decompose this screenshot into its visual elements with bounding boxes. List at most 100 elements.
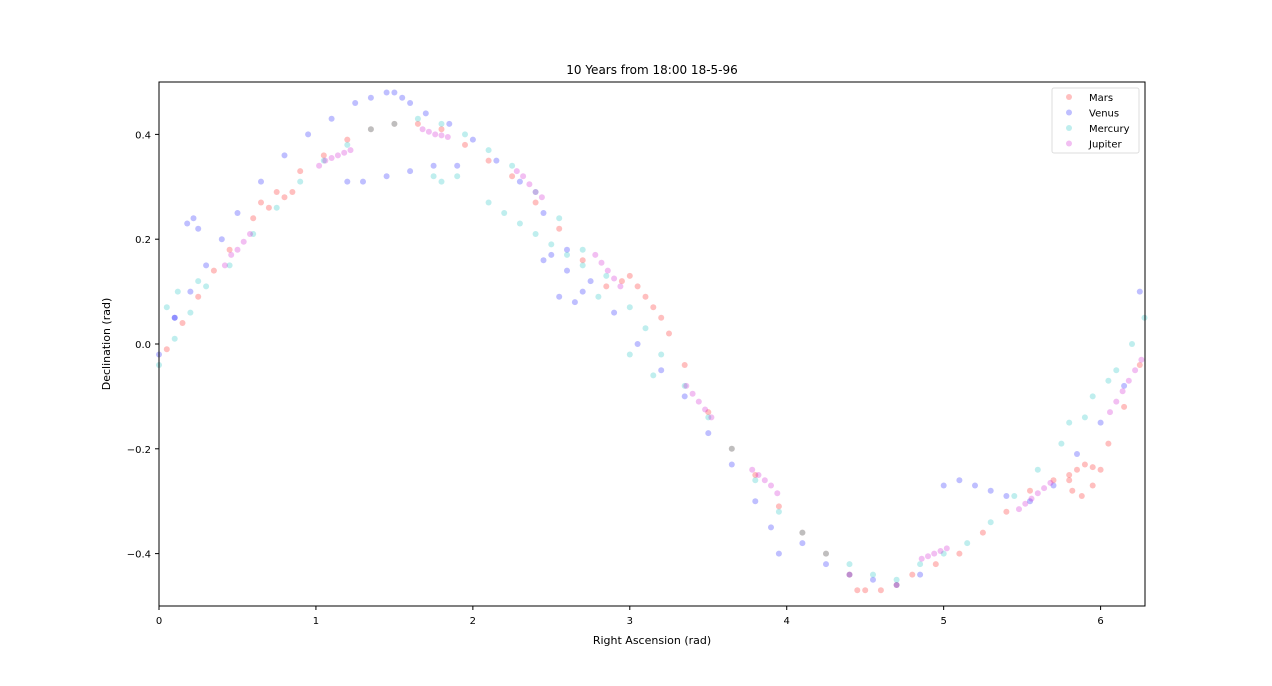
point-mars — [1089, 464, 1096, 471]
point-mars — [650, 304, 657, 311]
point-jupiter — [937, 548, 944, 554]
x-tick-label: 5 — [940, 616, 946, 627]
point-jupiter — [768, 482, 774, 489]
point-mars — [1050, 477, 1057, 484]
point-jupiter — [708, 414, 715, 421]
point-mercury — [391, 120, 398, 127]
point-venus — [391, 89, 398, 96]
legend: Mars Venus Mercury Jupiter — [1051, 87, 1140, 154]
point-mercury — [987, 519, 994, 526]
point-mercury — [163, 304, 170, 311]
y-tick-label: 0.2 — [135, 235, 151, 246]
point-venus — [870, 576, 876, 583]
point-venus — [422, 110, 429, 117]
point-mercury — [462, 131, 468, 138]
point-jupiter — [604, 267, 611, 274]
point-mars — [1089, 482, 1096, 489]
point-mars — [626, 272, 633, 279]
point-mercury — [626, 351, 633, 358]
point-mercury — [1058, 440, 1065, 447]
point-jupiter — [1034, 490, 1041, 497]
point-jupiter — [316, 162, 323, 169]
point-venus — [846, 571, 853, 578]
point-jupiter — [341, 149, 348, 156]
point-mars — [1069, 487, 1076, 494]
point-jupiter — [538, 194, 545, 201]
point-mercury — [775, 508, 782, 515]
point-mars — [273, 189, 280, 195]
point-mars — [1074, 466, 1080, 473]
point-mars — [210, 267, 217, 274]
point-mercury — [579, 246, 586, 253]
point-mercury — [1105, 377, 1112, 384]
point-mars — [681, 362, 688, 368]
point-jupiter — [221, 262, 228, 269]
point-jupiter — [322, 157, 329, 164]
point-jupiter — [520, 173, 527, 180]
point-jupiter — [1041, 485, 1048, 492]
point-venus — [352, 100, 359, 106]
point-mercury — [454, 173, 461, 180]
series-mars — [163, 120, 1143, 594]
point-venus — [190, 215, 197, 222]
point-mercury — [893, 576, 900, 583]
point-jupiter — [328, 155, 335, 161]
point-mars — [258, 199, 264, 206]
point-mars — [163, 346, 170, 353]
point-mercury — [917, 561, 924, 568]
point-mercury — [799, 529, 806, 536]
point-mars — [1066, 477, 1073, 484]
point-mercury — [430, 173, 437, 180]
point-mercury — [940, 550, 947, 557]
point-mercury — [548, 241, 555, 248]
point-mercury — [603, 272, 610, 279]
point-mars — [226, 246, 233, 253]
point-mars — [1027, 487, 1033, 494]
point-jupiter — [425, 128, 432, 135]
point-mars — [752, 472, 759, 478]
point-mars — [320, 152, 327, 159]
point-venus — [823, 561, 829, 568]
point-mars — [893, 582, 900, 588]
chart-title: 10 Years from 18:00 18-5-96 — [566, 63, 738, 77]
point-venus — [972, 482, 978, 489]
point-venus — [305, 131, 312, 138]
point-mercury — [273, 204, 280, 211]
point-jupiter — [755, 472, 762, 478]
point-jupiter — [749, 466, 756, 473]
point-venus — [407, 100, 414, 106]
point-mercury — [187, 309, 194, 316]
point-mercury — [320, 157, 327, 164]
point-venus — [367, 94, 374, 101]
point-mars — [956, 550, 963, 557]
point-venus — [493, 157, 500, 164]
point-mars — [979, 529, 986, 536]
point-mercury — [532, 231, 539, 237]
point-jupiter — [532, 189, 539, 195]
point-mars — [344, 136, 351, 143]
point-jupiter — [592, 251, 599, 258]
plot-area-frame — [158, 81, 1146, 607]
point-mercury — [642, 325, 649, 332]
point-jupiter — [695, 398, 702, 405]
y-axis-label: Declination (rad) — [100, 298, 113, 391]
point-mercury — [226, 262, 233, 269]
point-venus — [344, 178, 351, 185]
point-mars — [556, 225, 563, 232]
point-jupiter — [598, 259, 605, 266]
point-mercury — [174, 288, 181, 295]
x-tick-label: 4 — [784, 616, 790, 627]
point-mars — [642, 293, 649, 300]
point-mars — [367, 126, 374, 133]
y-tick-label: 0.4 — [135, 130, 151, 141]
point-mercury — [438, 178, 445, 185]
point-mars — [846, 571, 853, 578]
point-mars — [1081, 461, 1088, 468]
point-jupiter — [611, 275, 618, 282]
point-venus — [1121, 382, 1128, 389]
point-jupiter — [683, 382, 690, 389]
point-mercury — [485, 147, 492, 154]
point-venus — [587, 278, 594, 285]
point-jupiter — [1047, 479, 1054, 486]
